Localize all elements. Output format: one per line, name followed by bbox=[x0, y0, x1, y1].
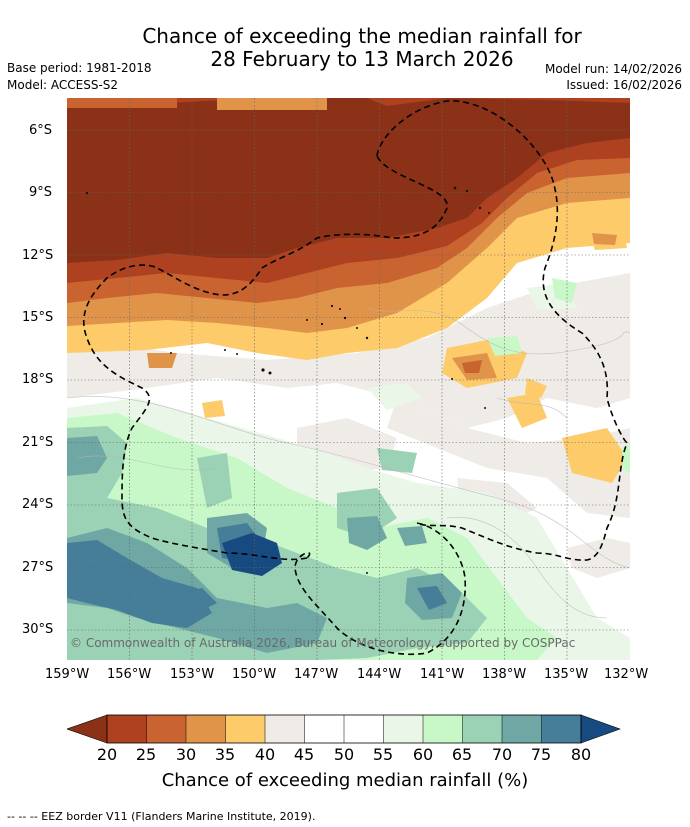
lon-label: 135°W bbox=[544, 667, 588, 682]
lon-label: 153°W bbox=[170, 667, 214, 682]
model-run-text: Model run: 14/02/2026 bbox=[545, 62, 682, 76]
colorbar-swatch bbox=[265, 715, 305, 743]
lon-label: 141°W bbox=[420, 667, 464, 682]
colorbar-swatch bbox=[384, 715, 424, 743]
lon-label: 144°W bbox=[357, 667, 401, 682]
colorbar-swatch bbox=[147, 715, 187, 743]
colorbar-swatch bbox=[186, 715, 226, 743]
lon-label: 138°W bbox=[482, 667, 526, 682]
lon-label: 132°W bbox=[604, 667, 648, 682]
base-period-text: Base period: 1981-2018 bbox=[7, 61, 152, 75]
colorbar-swatch bbox=[502, 715, 542, 743]
colorbar-label: 25 bbox=[126, 746, 166, 764]
colorbar-swatch bbox=[542, 715, 582, 743]
lon-label: 150°W bbox=[232, 667, 276, 682]
colorbar-label: 75 bbox=[521, 746, 561, 764]
colorbar-label: 65 bbox=[442, 746, 482, 764]
lat-label: 9°S bbox=[29, 185, 52, 200]
colorbar-label: 30 bbox=[166, 746, 206, 764]
lon-label: 147°W bbox=[294, 667, 338, 682]
lat-label: 21°S bbox=[22, 435, 53, 450]
model-text: Model: ACCESS-S2 bbox=[7, 78, 118, 92]
lat-label: 30°S bbox=[22, 622, 53, 637]
lon-label: 159°W bbox=[45, 667, 89, 682]
lon-label: 156°W bbox=[107, 667, 151, 682]
colorbar bbox=[67, 714, 621, 744]
lat-label: 27°S bbox=[22, 560, 53, 575]
issued-text: Issued: 16/02/2026 bbox=[566, 78, 682, 92]
lat-label: 6°S bbox=[29, 123, 52, 138]
colorbar-extend-high bbox=[581, 715, 620, 743]
colorbar-label: 70 bbox=[482, 746, 522, 764]
copyright-text: © Commonwealth of Australia 2026, Bureau… bbox=[70, 636, 575, 650]
colorbar-swatch bbox=[107, 715, 147, 743]
lat-label: 15°S bbox=[22, 310, 53, 325]
colorbar-label: 50 bbox=[324, 746, 364, 764]
eez-legend-note: -- -- -- EEZ border V11 (Flanders Marine… bbox=[7, 810, 315, 823]
colorbar-label: 35 bbox=[205, 746, 245, 764]
colorbar-title: Chance of exceeding median rainfall (%) bbox=[0, 770, 690, 792]
colorbar-swatch bbox=[305, 715, 345, 743]
colorbar-label: 20 bbox=[87, 746, 127, 764]
colorbar-extend-low bbox=[67, 715, 107, 743]
rainfall-map: © Commonwealth of Australia 2026, Bureau… bbox=[67, 98, 630, 660]
colorbar-label: 40 bbox=[245, 746, 285, 764]
lat-label: 24°S bbox=[22, 497, 53, 512]
colorbar-label: 45 bbox=[284, 746, 324, 764]
colorbar-label: 55 bbox=[363, 746, 403, 764]
colorbar-label: 60 bbox=[403, 746, 443, 764]
lat-label: 18°S bbox=[22, 372, 53, 387]
chart-title-line1: Chance of exceeding the median rainfall … bbox=[0, 24, 690, 48]
colorbar-swatch bbox=[463, 715, 503, 743]
colorbar-label: 80 bbox=[561, 746, 601, 764]
lat-label: 12°S bbox=[22, 248, 53, 263]
colorbar-swatch bbox=[423, 715, 463, 743]
colorbar-swatch bbox=[226, 715, 266, 743]
colorbar-swatch bbox=[344, 715, 384, 743]
